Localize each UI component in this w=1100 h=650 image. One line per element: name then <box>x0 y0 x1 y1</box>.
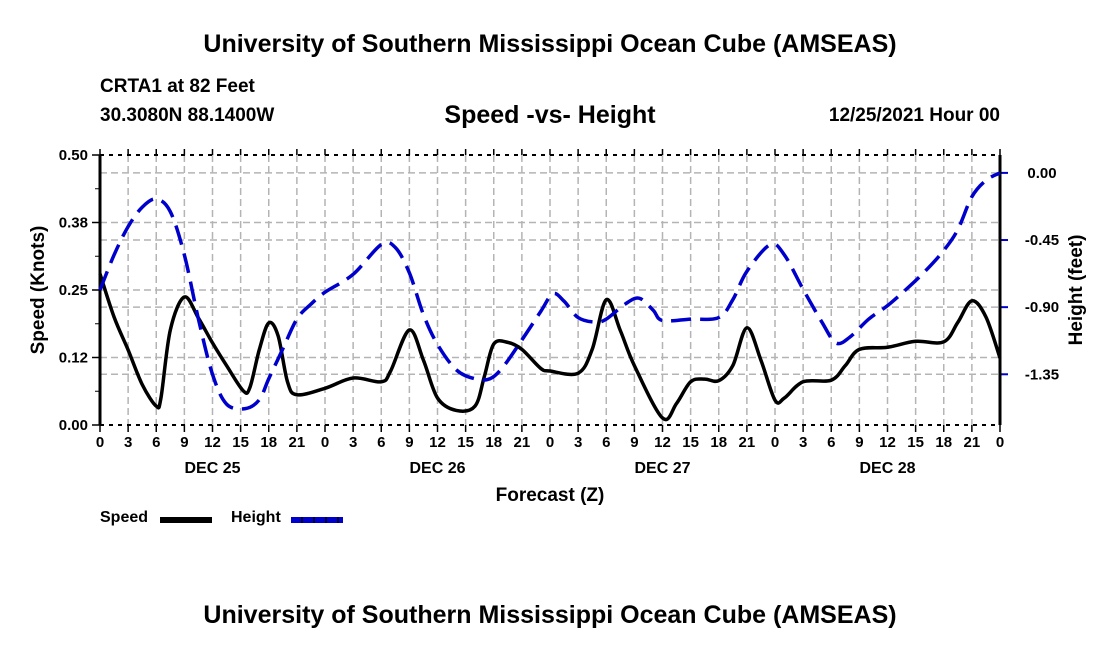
x-tick-label: 9 <box>405 434 413 451</box>
axis-labels: 0 3 6 9 12 15 18 21 0 3 6 9 12 15 18 21 0 3 6 9 12 15 18 21 0 3 6 9… <box>28 147 1087 506</box>
x-tick-label: 0 <box>321 434 329 451</box>
main-title: University of Southern Mississippi Ocean… <box>203 30 897 58</box>
x-tick-label: 12 <box>654 434 671 451</box>
legend-speed-label: Speed <box>100 509 149 526</box>
x-tick-label: 18 <box>935 434 952 451</box>
x-tick-label: 9 <box>180 434 188 451</box>
x-tick-label: 18 <box>260 434 277 451</box>
y-tick-label: 0.25 <box>59 282 88 299</box>
x-tick-label: 6 <box>602 434 610 451</box>
x-tick-label: 6 <box>152 434 160 451</box>
day-label: DEC 28 <box>859 460 915 477</box>
x-tick-label: 3 <box>124 434 132 451</box>
station-label: CRTA1 at 82 Feet <box>100 76 255 97</box>
run-time-label: 12/25/2021 Hour 00 <box>828 105 1000 126</box>
y-axis-title: Speed (Knots) <box>28 226 49 355</box>
series-height-line <box>98 171 1001 411</box>
x-tick-label: 3 <box>349 434 357 451</box>
footer-title: University of Southern Mississippi Ocean… <box>203 601 897 629</box>
series-speed-line <box>98 273 1002 422</box>
x-tick-label: 3 <box>799 434 807 451</box>
x-tick-label: 6 <box>377 434 385 451</box>
x-tick-label: 0 <box>996 434 1004 451</box>
day-label: DEC 27 <box>634 460 690 477</box>
x-tick-label: 15 <box>457 434 474 451</box>
x-tick-label: 15 <box>682 434 699 451</box>
y-tick-label: 0.00 <box>59 417 88 434</box>
x-tick-label: 15 <box>907 434 924 451</box>
legend-height-swatch <box>291 517 343 523</box>
y2-tick-label: -0.45 <box>1025 232 1059 249</box>
x-tick-label: 9 <box>855 434 863 451</box>
y2-tick-label: -1.35 <box>1025 366 1059 383</box>
x-tick-label: 18 <box>485 434 502 451</box>
x-tick-label: 21 <box>514 434 531 451</box>
x-tick-label: 15 <box>232 434 249 451</box>
x-tick-label: 0 <box>96 434 104 451</box>
x-tick-label: 0 <box>546 434 554 451</box>
chart-title: Speed -vs- Height <box>444 101 656 129</box>
x-tick-label: 21 <box>964 434 981 451</box>
x-tick-label: 12 <box>429 434 446 451</box>
coordinates-label: 30.3080N 88.1400W <box>100 105 275 126</box>
x-axis-title: Forecast (Z) <box>496 485 605 506</box>
x-tick-label: 0 <box>771 434 779 451</box>
x-tick-label: 6 <box>827 434 835 451</box>
x-tick-label: 21 <box>739 434 756 451</box>
day-label: DEC 26 <box>409 460 465 477</box>
axes <box>92 149 1008 432</box>
x-tick-label: 18 <box>710 434 727 451</box>
legend-height-label: Height <box>231 509 281 526</box>
y-tick-label: 0.50 <box>59 147 88 164</box>
series <box>98 171 1002 422</box>
y2-tick-label: -0.90 <box>1025 299 1059 316</box>
x-tick-label: 3 <box>574 434 582 451</box>
y-tick-label: 0.38 <box>59 215 88 232</box>
legend-speed-swatch <box>160 517 212 523</box>
x-tick-label: 21 <box>289 434 306 451</box>
y2-tick-label: 0.00 <box>1027 165 1056 182</box>
y-tick-label: 0.12 <box>59 350 88 367</box>
y2-axis-title: Height (feet) <box>1066 235 1087 346</box>
x-tick-label: 12 <box>204 434 221 451</box>
x-tick-label: 12 <box>879 434 896 451</box>
grid <box>100 155 1000 425</box>
x-tick-label: 9 <box>630 434 638 451</box>
day-label: DEC 25 <box>184 460 240 477</box>
